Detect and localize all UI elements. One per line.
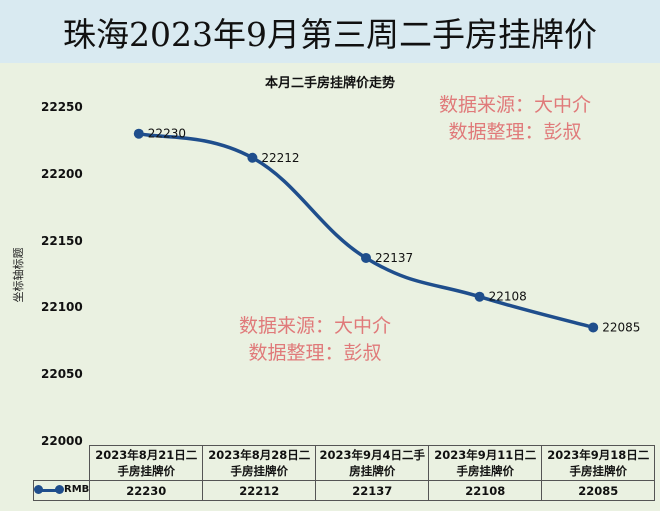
data-label: 22137 <box>375 251 413 265</box>
table-header-cell: 2023年9月18日二 手房挂牌价 <box>541 445 656 481</box>
table-header-cell: 2023年9月4日二手 房挂牌价 <box>315 445 430 481</box>
watermark-source: 数据来源：大中介 <box>238 315 391 337</box>
data-label: 22085 <box>602 320 640 334</box>
page-title-bar: 珠海2023年9月第三周二手房挂牌价 <box>0 0 660 63</box>
data-label: 22230 <box>148 127 186 141</box>
page-title: 珠海2023年9月第三周二手房挂牌价 <box>63 14 597 54</box>
table-value-cell: 22085 <box>541 480 656 501</box>
table-value-cell: 22108 <box>428 480 543 501</box>
data-label: 22212 <box>261 151 299 165</box>
data-point <box>133 128 144 139</box>
legend-label: RMB <box>64 484 90 495</box>
y-tick-label: 22200 <box>41 166 83 181</box>
table-header-cell: 2023年9月11日二 手房挂牌价 <box>428 445 543 481</box>
data-point <box>474 291 485 302</box>
chart-title: 本月二手房挂牌价走势 <box>264 76 395 91</box>
watermark-middle: 数据来源：大中介 数据整理：彭叔 <box>200 313 430 367</box>
y-tick-label: 22150 <box>41 233 83 248</box>
legend-line-marker-icon <box>34 484 64 495</box>
table-value-cell: 22212 <box>202 480 317 501</box>
watermark-author: 数据整理：彭叔 <box>448 121 582 143</box>
y-tick-label: 22250 <box>41 100 83 114</box>
data-point <box>247 152 258 163</box>
data-label: 22108 <box>489 290 527 304</box>
table-header-row: 2023年8月21日二 手房挂牌价 2023年8月28日二 手房挂牌价 2023年9… <box>33 445 656 481</box>
table-header-cell: 2023年8月28日二 手房挂牌价 <box>202 445 317 481</box>
watermark-top: 数据来源：大中介 数据整理：彭叔 <box>400 92 630 146</box>
y-tick-label: 22100 <box>41 300 83 315</box>
table-header-cell: 2023年8月21日二 手房挂牌价 <box>89 445 204 481</box>
y-tick-label: 22000 <box>41 434 83 448</box>
table-value-cell: 22137 <box>315 480 430 501</box>
watermark-source: 数据来源：大中介 <box>438 94 591 116</box>
table-value-cell: 22230 <box>89 480 204 501</box>
data-table: 2023年8月21日二 手房挂牌价 2023年8月28日二 手房挂牌价 2023年9… <box>32 445 656 501</box>
watermark-author: 数据整理：彭叔 <box>248 342 382 364</box>
y-tick-label: 22050 <box>41 367 83 382</box>
table-corner <box>33 445 91 481</box>
data-point <box>588 322 599 333</box>
chart-area <box>0 63 660 511</box>
table-value-row: RMB 22230 22212 22137 22108 22085 <box>32 480 656 501</box>
legend-key: RMB <box>32 480 91 501</box>
data-point <box>361 252 371 263</box>
